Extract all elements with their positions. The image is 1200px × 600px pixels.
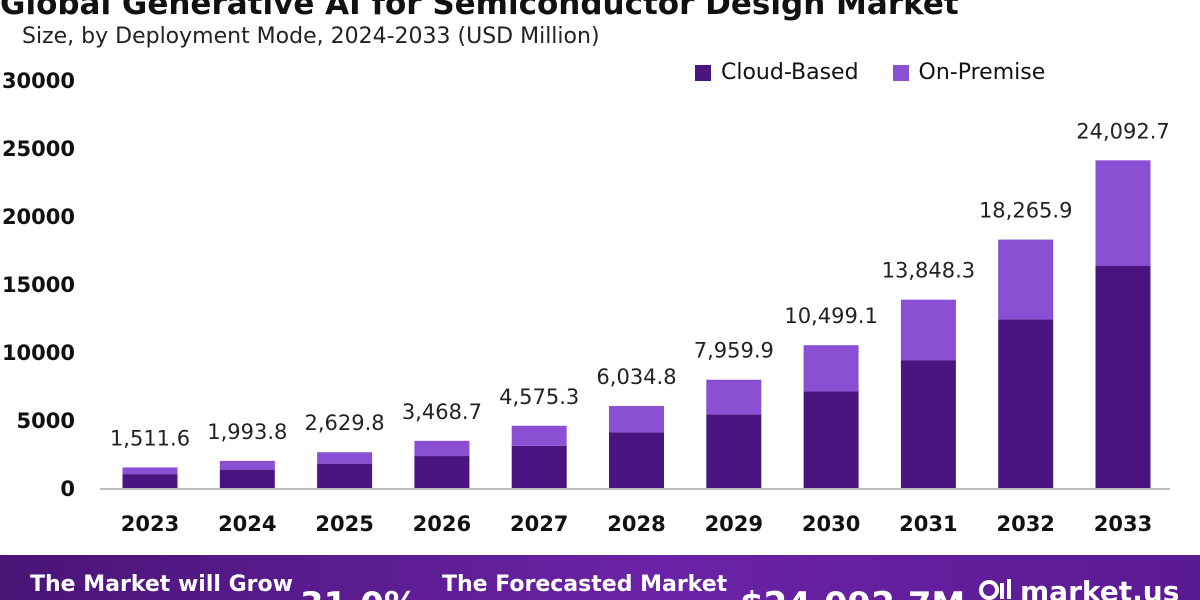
footer-grow-value: 31.0% — [300, 585, 418, 600]
y-tick-label: 30000 — [2, 69, 75, 93]
x-tick-label: 2030 — [802, 512, 860, 536]
legend-item-on-premise: On-Premise — [892, 60, 1046, 85]
bar-cloud-based — [414, 456, 470, 488]
legend-label-cloud-based: Cloud-Based — [721, 60, 859, 85]
y-tick-label: 20000 — [2, 205, 75, 229]
bar-total-label: 1,511.6 — [110, 426, 190, 450]
bar-cloud-based — [609, 432, 664, 488]
x-tick-label: 2029 — [705, 512, 763, 536]
bar-total-label: 18,265.9 — [979, 199, 1073, 223]
market-us-logo-icon — [979, 578, 1011, 600]
bar-cloud-based — [900, 360, 956, 488]
y-tick-label: 5000 — [17, 409, 75, 433]
bar-cloud-based — [317, 463, 373, 488]
bar-total-label: 7,959.9 — [694, 339, 774, 363]
bar-on-premise — [317, 452, 373, 464]
bar-cloud-based — [998, 319, 1054, 488]
bar-on-premise — [219, 460, 275, 470]
bar-on-premise — [609, 405, 664, 433]
bar-cloud-based — [219, 469, 275, 488]
bar-cloud-based — [803, 391, 859, 488]
chart-title: Global Generative AI for Semiconductor D… — [0, 0, 959, 22]
x-tick-label: 2032 — [996, 512, 1054, 536]
legend-swatch-cloud-based — [695, 64, 711, 81]
bar-on-premise — [803, 345, 859, 392]
bar-on-premise — [706, 379, 762, 415]
bar-total-label: 3,468.7 — [402, 400, 482, 424]
bar-cloud-based — [511, 445, 567, 488]
stacked-bar-chart: 0 5000 10000 15000 20000 25000 30000 1,511.6 202… — [2, 69, 1170, 536]
bar-total-label: 13,848.3 — [882, 259, 976, 283]
bar-on-premise — [1095, 160, 1151, 266]
x-tick-label: 2033 — [1094, 512, 1152, 536]
y-tick-label: 25000 — [2, 137, 75, 161]
bar-cloud-based — [706, 414, 762, 488]
y-tick-label: 0 — [60, 477, 75, 501]
brand-name: market.us — [1020, 575, 1180, 600]
bar-total-label: 4,575.3 — [499, 385, 579, 409]
bar-on-premise — [900, 299, 956, 361]
x-tick-label: 2028 — [607, 512, 665, 536]
bar-total-label: 24,092.7 — [1076, 119, 1170, 143]
legend-item-cloud-based: Cloud-Based — [695, 60, 859, 85]
brand-logo: market.us — [978, 575, 1179, 600]
chart-subtitle: Size, by Deployment Mode, 2024-2033 (USD… — [22, 24, 600, 49]
bar-total-label: 6,034.8 — [596, 365, 676, 389]
x-tick-label: 2031 — [899, 512, 957, 536]
legend-swatch-on-premise — [892, 64, 909, 81]
bar-total-label: 2,629.8 — [305, 411, 385, 435]
legend: Cloud-Based On-Premise — [695, 60, 1045, 85]
x-tick-label: 2024 — [218, 512, 276, 536]
y-tick-label: 10000 — [2, 341, 75, 365]
x-tick-label: 2025 — [315, 512, 373, 536]
bar-cloud-based — [122, 474, 178, 488]
footer-grow-label: The Market will Grow — [30, 572, 293, 597]
footer-forecast-label: The Forecasted Market — [442, 572, 728, 597]
bar-on-premise — [511, 425, 567, 446]
footer-forecast-value: $24,092.7M — [740, 585, 965, 600]
x-tick-label: 2026 — [413, 512, 471, 536]
bar-on-premise — [414, 440, 470, 457]
bar-cloud-based — [1095, 265, 1151, 488]
bar-on-premise — [122, 467, 178, 475]
x-tick-label: 2027 — [510, 512, 568, 536]
legend-label-on-premise: On-Premise — [918, 60, 1046, 85]
bar-total-label: 10,499.1 — [784, 304, 878, 328]
y-tick-label: 15000 — [2, 273, 75, 297]
bar-total-label: 1,993.8 — [207, 420, 287, 444]
footer-banner: The Market will Grow 31.0% The Forecaste… — [0, 555, 1200, 600]
bar-on-premise — [998, 239, 1054, 320]
x-tick-label: 2023 — [121, 512, 179, 536]
